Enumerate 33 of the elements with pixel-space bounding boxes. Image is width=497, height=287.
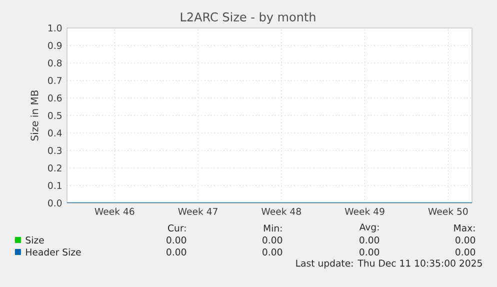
y-tick-label: 0.2: [48, 164, 62, 172]
x-tick-label: Week 47: [178, 208, 218, 215]
x-tick-label: Week 50: [428, 208, 468, 215]
y-tick-label: 0.9: [48, 42, 62, 50]
text: 0.00: [262, 236, 282, 244]
text: Min:: [264, 224, 282, 232]
y-tick-label: 0.6: [48, 94, 62, 102]
x-tick-label: Week 48: [262, 208, 301, 215]
y-tick-label: 0.0: [48, 199, 62, 207]
x-tick-label: Week 49: [344, 208, 384, 215]
text: 0.00: [166, 248, 186, 256]
text: Avg:: [359, 224, 379, 232]
text: Last update: Thu Dec 11 10:35:00 2025: [296, 259, 482, 269]
y-tick-label: 0.7: [48, 76, 62, 84]
text: Cur:: [168, 224, 186, 232]
y-tick-label: 1.0: [48, 24, 62, 32]
text: Max:: [454, 224, 475, 232]
text: 0.00: [262, 248, 282, 256]
legend-label: Header Size: [26, 248, 81, 256]
text: 0.00: [360, 248, 380, 256]
chart-title: L2ARC Size - by month: [180, 12, 316, 24]
y-tick-label: 0.8: [48, 59, 62, 67]
legend-label: Size: [26, 236, 44, 244]
y-tick-label: 0.4: [48, 129, 62, 137]
y-tick-label: 0.5: [48, 112, 62, 120]
text: 0.00: [456, 236, 476, 244]
y-tick-label: 0.3: [48, 146, 62, 154]
x-tick-label: Week 46: [94, 208, 134, 215]
text: 0.00: [456, 248, 476, 256]
text: 0.00: [360, 236, 380, 244]
text: 0.00: [166, 236, 186, 244]
y-axis-title: Size in MB: [30, 90, 38, 141]
y-tick-label: 0.1: [48, 182, 62, 190]
